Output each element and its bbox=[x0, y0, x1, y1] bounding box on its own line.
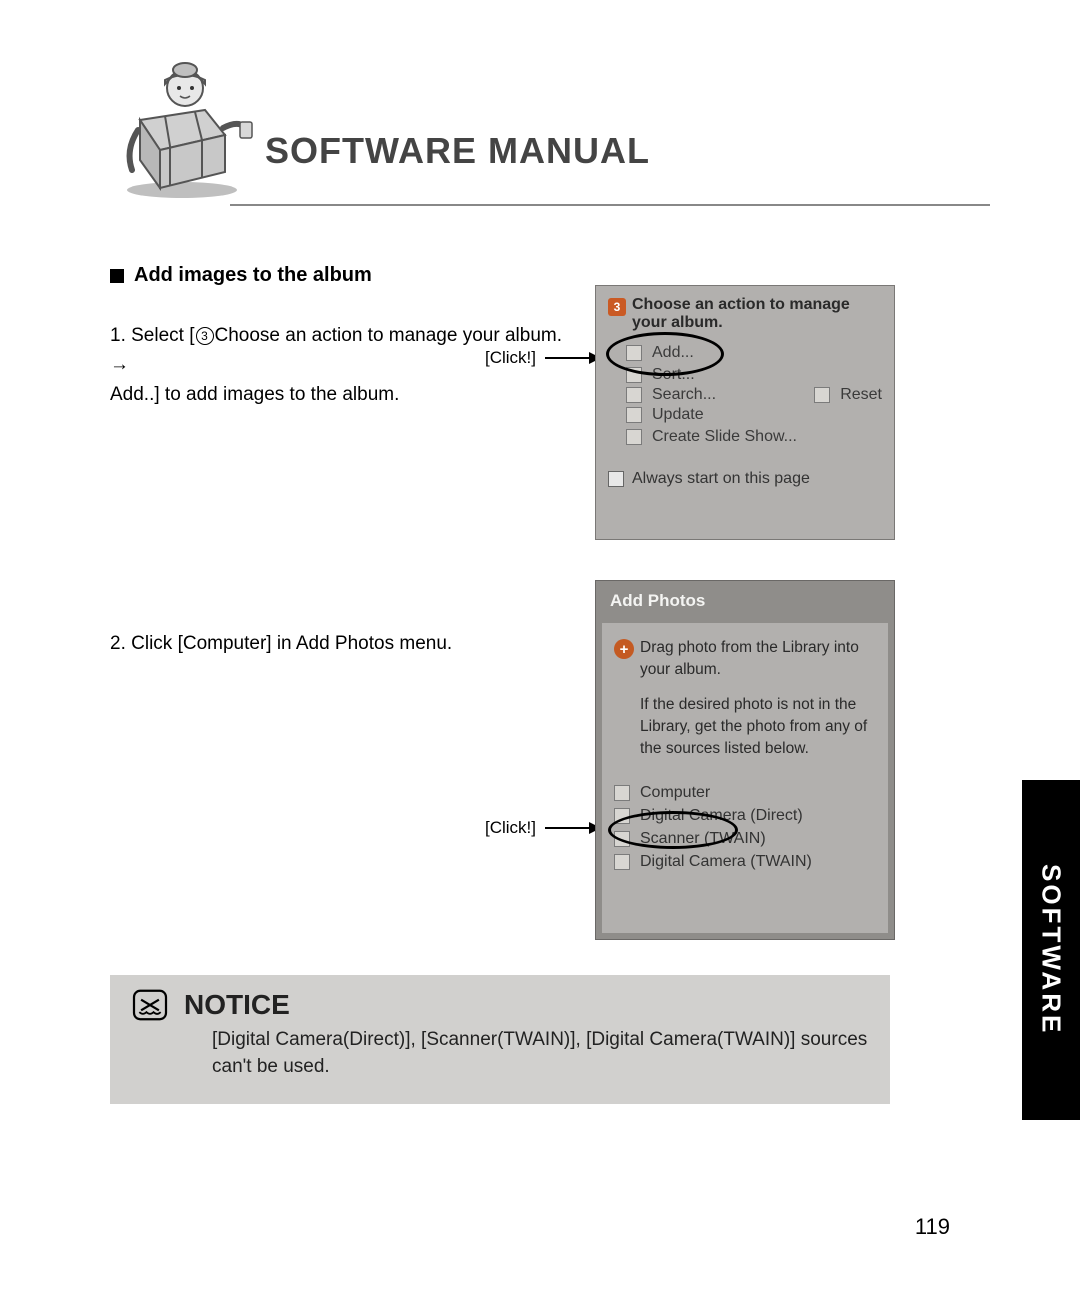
notice-icon bbox=[132, 989, 168, 1021]
page-title: SOFTWARE MANUAL bbox=[265, 130, 650, 172]
file-icon bbox=[814, 387, 830, 403]
source-digital-camera-direct[interactable]: Digital Camera (Direct) bbox=[614, 804, 876, 827]
source-scanner-twain[interactable]: Scanner (TWAIN) bbox=[614, 827, 876, 850]
notice-body: [Digital Camera(Direct)], [Scanner(TWAIN… bbox=[212, 1027, 868, 1080]
step1-line2: Add..] to add images to the album. bbox=[110, 384, 399, 405]
checkbox-icon bbox=[608, 471, 624, 487]
arrow-1-icon bbox=[545, 357, 600, 359]
arrow-2-icon bbox=[545, 827, 600, 829]
menu-item-add[interactable]: Add... bbox=[626, 342, 882, 364]
click-label-2: [Click!] bbox=[485, 818, 536, 838]
mascot-illustration bbox=[110, 40, 260, 200]
page-number: 119 bbox=[915, 1214, 950, 1240]
header-rule bbox=[230, 204, 990, 206]
panel1-heading: 3 Choose an action to manage your album. bbox=[608, 296, 882, 332]
menu-item-slideshow[interactable]: Create Slide Show... bbox=[626, 426, 882, 448]
panel-manage-album: 3 Choose an action to manage your album.… bbox=[595, 285, 895, 540]
file-icon bbox=[626, 387, 642, 403]
source-computer[interactable]: Computer bbox=[614, 781, 876, 804]
notice-title: NOTICE bbox=[184, 989, 290, 1021]
source-digital-camera-twain[interactable]: Digital Camera (TWAIN) bbox=[614, 850, 876, 873]
menu-item-reset[interactable]: Reset bbox=[814, 386, 882, 404]
panel2-subtext: If the desired photo is not in the Libra… bbox=[640, 694, 876, 759]
section-heading: Add images to the album bbox=[110, 264, 990, 287]
step-2: 2. Click [Computer] in Add Photos menu. bbox=[110, 629, 580, 658]
panel2-title: Add Photos bbox=[596, 581, 894, 617]
plus-circle-icon: + bbox=[614, 639, 634, 659]
bullet-square-icon bbox=[110, 269, 124, 283]
menu-item-search[interactable]: Search... bbox=[626, 386, 804, 404]
step1-prefix: 1. Select [ bbox=[110, 325, 195, 346]
circled-number-icon: 3 bbox=[196, 327, 214, 345]
file-icon bbox=[626, 407, 642, 423]
file-icon bbox=[626, 367, 642, 383]
file-icon bbox=[614, 808, 630, 824]
header: SOFTWARE MANUAL bbox=[110, 40, 990, 200]
file-icon bbox=[626, 345, 642, 361]
click-label-1: [Click!] bbox=[485, 348, 536, 368]
side-tab: SOFTWARE bbox=[1022, 780, 1080, 1120]
file-icon bbox=[614, 785, 630, 801]
file-icon bbox=[614, 831, 630, 847]
menu-item-sort[interactable]: Sort... bbox=[626, 364, 882, 386]
file-icon bbox=[626, 429, 642, 445]
section-title: Add images to the album bbox=[134, 264, 372, 287]
panel2-lead: + Drag photo from the Library into your … bbox=[614, 637, 876, 680]
panel1-head-text: Choose an action to manage your album. bbox=[632, 296, 882, 332]
menu-item-update[interactable]: Update bbox=[626, 404, 882, 426]
notice-box: NOTICE [Digital Camera(Direct)], [Scanne… bbox=[110, 975, 890, 1104]
file-icon bbox=[614, 854, 630, 870]
always-start-checkbox[interactable]: Always start on this page bbox=[608, 470, 882, 488]
step-badge-icon: 3 bbox=[608, 298, 626, 316]
panel-add-photos: Add Photos + Drag photo from the Library… bbox=[595, 580, 895, 940]
